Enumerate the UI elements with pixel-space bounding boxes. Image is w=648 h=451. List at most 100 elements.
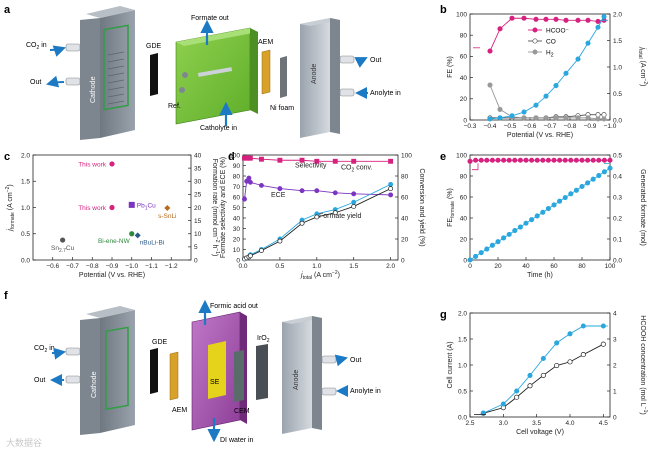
chart-g-ytick-right-label: 1 xyxy=(613,388,617,395)
chart-b-ytick-label: 100 xyxy=(456,11,467,18)
cem-sheet xyxy=(234,350,244,402)
chart-b-xtick-label: −0.9 xyxy=(584,123,597,130)
formic-acid-out-label: Formic acid out xyxy=(210,303,258,310)
chart-e-ylabel-left-part: formate xyxy=(450,201,456,218)
chart-c-point xyxy=(60,237,66,243)
chart-d-ytick-right-label: 100 xyxy=(401,152,412,159)
chart-c-xtick-label: −0.6 xyxy=(46,263,59,270)
chart-e-series-0-point xyxy=(568,157,574,163)
gde-f-label: GDE xyxy=(152,339,168,346)
aem-label: AEM xyxy=(258,39,273,46)
chart-d-series-0-point xyxy=(277,157,283,163)
chart-c-point-label-part: Bi-ene-NW xyxy=(98,238,131,245)
chart-e-ylabel-right: Generated formate (mol) xyxy=(639,169,646,246)
cathode-plate-f: Cathode xyxy=(80,306,135,435)
chart-b-series-2-point xyxy=(563,115,569,121)
chart-b-legend-text-part: 2 xyxy=(551,52,554,58)
chart-d-series-1-point xyxy=(246,175,252,181)
chart-e-xtick-label: 40 xyxy=(522,263,530,270)
chart-d-series-1-point xyxy=(259,182,264,188)
chart-c-ytick-right-label: 5 xyxy=(194,244,198,251)
chart-b-series-1-point xyxy=(601,112,607,118)
ni-foam-sheet xyxy=(280,56,287,98)
cathode-f-text: Cathode xyxy=(91,371,98,398)
chart-e-xtick-label: 0 xyxy=(468,263,472,270)
chart-d-series-3-point xyxy=(332,210,338,216)
chart-d-series-0-point xyxy=(247,155,253,161)
chart-c-point-label-part: 1 xyxy=(145,205,148,211)
co2-in-arrow xyxy=(49,45,66,57)
chart-e-ytick-label: 20 xyxy=(460,236,468,243)
chart-b-series-3-point xyxy=(533,102,539,108)
chart-c-point-label-part: nBuLi-Bi xyxy=(140,239,165,246)
chart-c-point-label: s-SnLi xyxy=(158,213,176,220)
chart-d-ytick-label: 10 xyxy=(233,247,241,254)
chart-e-series-0-point xyxy=(540,157,546,163)
chart-g-ytick-label: 0.0 xyxy=(458,414,467,421)
chart-d-annot-yield: Formate yield xyxy=(319,213,362,220)
chart-g-ylabel-right-part: HCOOH concentration (mol L xyxy=(639,315,646,407)
chart-b-ytick-right-label: 0.0 xyxy=(613,117,622,124)
chart-c-ylabel-left-part: formate xyxy=(10,212,16,229)
chart-e-series-0-point xyxy=(545,157,551,163)
chart-e-series-1-point xyxy=(506,231,512,237)
chart-d-series-3-line xyxy=(244,188,391,260)
chart-b-xtick-label: −0.4 xyxy=(484,123,497,130)
chart-b-series-0-point xyxy=(533,16,539,22)
chart-panel-c: c −0.6 −0.7 −0.8 −0.9 −1.0 −1.1 −1.2 0.0 0.5 1.0 1.… xyxy=(4,151,220,279)
chart-c-ytick-right-label: 30 xyxy=(194,179,202,186)
anode-fittings xyxy=(339,55,355,97)
chart-e-series-0-point xyxy=(473,157,479,163)
panel-a-schematic: a Cathode CO2 in Out GDE xyxy=(4,4,401,140)
chart-b-series-0-point xyxy=(509,15,515,21)
chart-d-series-1-point xyxy=(242,196,247,202)
chart-d-frame xyxy=(242,154,399,261)
chart-b-ytick-right-label: 2.0 xyxy=(613,11,622,18)
aem-f-sheet xyxy=(169,351,179,401)
chart-b-ylabel-left: FE (%) xyxy=(447,56,454,78)
chart-e-series-1-point xyxy=(495,239,501,245)
chart-e-series-0-point xyxy=(585,157,591,163)
out-label: Out xyxy=(30,79,41,86)
serpentine-channel xyxy=(107,51,125,105)
chart-d-series-3-point xyxy=(247,253,253,259)
chart-c-point xyxy=(128,201,135,208)
chart-e-series-1-point xyxy=(523,220,529,226)
out-arrow xyxy=(46,75,65,88)
anolyte-in-label: Anolyte in xyxy=(370,90,401,97)
panel-e-label: e xyxy=(440,151,446,163)
chart-d-series-2-point xyxy=(351,199,357,205)
chart-e-ylabel-left-part: (%) xyxy=(447,188,454,201)
out-f-label: Out xyxy=(34,377,45,384)
chart-b-series-0-point xyxy=(543,16,549,22)
chart-e-ytick-right-label: 0.3 xyxy=(613,194,622,201)
chart-g-xtick-label: 2.5 xyxy=(465,420,474,427)
chart-d-ytick-label: 60 xyxy=(233,194,241,201)
chart-c-point-label-part: Sn xyxy=(51,245,59,252)
chart-e-series-0-point xyxy=(517,157,523,163)
chart-d-xlabel-part: j xyxy=(300,272,303,279)
chart-d-xtick-label: 2.0 xyxy=(386,263,395,270)
cathode-plate: Cathode xyxy=(80,6,135,140)
chart-c-point xyxy=(164,205,171,212)
gas-fittings-f xyxy=(65,347,81,384)
chart-d-series-0-point xyxy=(388,158,394,164)
chart-c-point-label-part: 2.7 xyxy=(59,248,66,254)
chart-e-series-1-point xyxy=(501,235,507,241)
chart-d-series-1-point xyxy=(314,188,320,194)
chart-e-series-1-point xyxy=(579,183,585,190)
chart-e-series-0-point xyxy=(523,157,529,163)
chart-c-ytick-label: 1.0 xyxy=(21,205,30,212)
chart-e-ytick-label: 80 xyxy=(460,173,468,180)
chart-c-ytick-label: 0.0 xyxy=(21,257,30,264)
chart-b-series-3-point xyxy=(543,93,549,99)
chart-d-xlabel-part: (A cm xyxy=(312,272,332,279)
anode-fittings-f xyxy=(321,355,337,396)
chart-g-series-0-point xyxy=(527,383,533,389)
chart-b-series-2-point xyxy=(553,115,559,121)
chart-b-ytick-label: 40 xyxy=(460,75,468,82)
ni-foam-label: Ni foam xyxy=(270,105,294,112)
chart-b-series-3-point xyxy=(595,24,601,30)
chart-c-point-label-part: Cu xyxy=(66,245,75,252)
